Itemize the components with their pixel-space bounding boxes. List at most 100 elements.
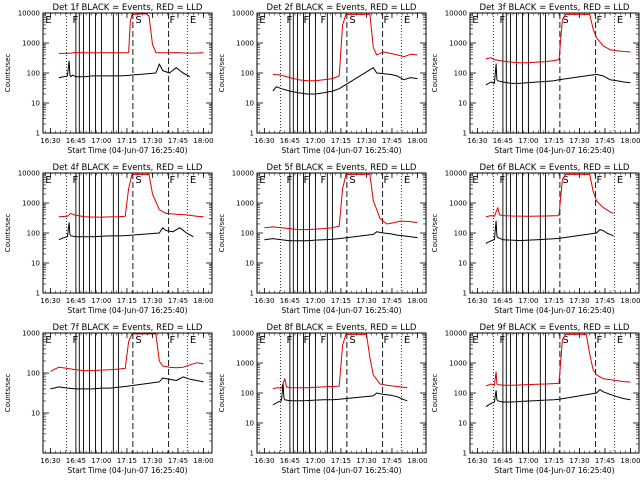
y-tick-label: 1	[463, 450, 467, 458]
y-tick-label: 10000	[232, 10, 254, 18]
region-label: S	[135, 335, 141, 346]
plot-frame	[256, 172, 427, 294]
lld-series-line	[485, 173, 614, 218]
x-tick-label: 17:00	[305, 297, 325, 305]
y-axis-label: Counts/sec	[4, 54, 12, 93]
x-tick-label: 17:45	[168, 137, 188, 145]
x-axis-label: Start Time (04-Jun-07 16:25:40)	[282, 146, 402, 155]
events-series-line	[485, 220, 614, 244]
y-axis-label: Counts/sec	[218, 374, 226, 413]
region-label: S	[562, 15, 568, 26]
region-label: F	[499, 15, 505, 26]
region-label: E	[259, 335, 265, 346]
y-axis-label: Counts/sec	[4, 374, 12, 413]
lld-series-line	[485, 333, 631, 387]
y-tick-label: 1000	[236, 360, 254, 368]
lld-series-line	[272, 333, 408, 390]
region-label: E	[404, 175, 410, 186]
y-tick-label: 10000	[232, 170, 254, 178]
plot-frame	[42, 12, 213, 134]
lld-series-line	[264, 173, 418, 231]
x-axis-label: Start Time (04-Jun-07 16:25:40)	[282, 306, 402, 315]
y-axis-label: Counts/sec	[431, 214, 439, 253]
y-tick-label: 1	[463, 290, 467, 298]
region-label: E	[617, 15, 623, 26]
y-tick-label: 1	[250, 130, 254, 138]
region-label: F	[169, 175, 175, 186]
x-tick-label: 18:00	[407, 457, 427, 465]
x-tick-label: 17:00	[518, 457, 538, 465]
plot-frame	[42, 332, 213, 454]
x-tick-label: 17:15	[117, 137, 137, 145]
region-label: E	[259, 15, 265, 26]
x-tick-label: 17:00	[91, 137, 111, 145]
y-tick-label: 10000	[445, 170, 467, 178]
x-tick-label: 17:30	[142, 297, 162, 305]
y-tick-label: 1000	[449, 200, 467, 208]
x-tick-label: 17:45	[382, 457, 402, 465]
region-label: F	[286, 335, 292, 346]
x-tick-label: 17:15	[544, 297, 564, 305]
y-tick-label: 1000	[236, 200, 254, 208]
events-series-line	[58, 60, 191, 79]
panel-title: Det 4f BLACK = Events, RED = LLD	[53, 163, 203, 173]
y-tick-label: 10	[31, 410, 40, 418]
x-tick-label: 17:15	[544, 457, 564, 465]
y-axis-label: Counts/sec	[4, 214, 12, 253]
x-tick-label: 17:30	[142, 137, 162, 145]
lld-series-line	[58, 13, 204, 54]
x-tick-label: 17:30	[142, 457, 162, 465]
x-tick-label: 17:45	[595, 137, 615, 145]
region-label: E	[617, 335, 623, 346]
x-tick-label: 16:30	[467, 297, 487, 305]
region-label: S	[562, 175, 568, 186]
x-tick-label: 16:30	[40, 137, 60, 145]
y-tick-label: 100	[27, 230, 40, 238]
x-tick-label: 16:30	[254, 297, 274, 305]
chart-panel: Det 9f BLACK = Events, RED = LLD Counts/s…	[431, 323, 640, 475]
x-tick-label: 17:45	[595, 457, 615, 465]
region-label: E	[472, 175, 478, 186]
y-tick-label: 10	[458, 100, 467, 108]
x-axis-label: Start Time (04-Jun-07 16:25:40)	[495, 466, 615, 475]
x-tick-label: 16:30	[467, 457, 487, 465]
region-label: E	[617, 175, 623, 186]
x-tick-label: 16:45	[493, 137, 513, 145]
chart-panel: Det 4f BLACK = Events, RED = LLD Counts/s…	[4, 163, 214, 315]
chart-panel: Det 3f BLACK = Events, RED = LLD Counts/s…	[431, 3, 640, 155]
chart-panel: Det 2f BLACK = Events, RED = LLD Counts/s…	[218, 3, 428, 155]
x-tick-label: 16:45	[66, 297, 86, 305]
x-tick-label: 17:15	[117, 297, 137, 305]
region-label: E	[259, 175, 265, 186]
region-label: F	[499, 175, 505, 186]
x-tick-label: 18:00	[620, 137, 640, 145]
y-tick-label: 10	[31, 100, 40, 108]
region-label: E	[404, 335, 410, 346]
region-label: F	[169, 335, 175, 346]
lld-series-line	[58, 173, 204, 218]
y-tick-label: 10	[458, 420, 467, 428]
x-tick-label: 17:30	[356, 457, 376, 465]
x-tick-label: 17:45	[382, 297, 402, 305]
y-axis-label: Counts/sec	[431, 374, 439, 413]
y-tick-label: 1000	[22, 330, 40, 338]
x-tick-label: 17:30	[569, 137, 589, 145]
x-tick-label: 18:00	[407, 137, 427, 145]
region-label: E	[472, 335, 478, 346]
x-tick-label: 16:45	[493, 297, 513, 305]
x-tick-label: 18:00	[193, 457, 213, 465]
chart-panel: Det 6f BLACK = Events, RED = LLD Counts/s…	[431, 163, 640, 315]
region-label: F	[303, 335, 309, 346]
region-label: F	[383, 335, 389, 346]
x-tick-label: 17:30	[356, 137, 376, 145]
x-axis-label: Start Time (04-Jun-07 16:25:40)	[68, 146, 188, 155]
x-tick-label: 18:00	[620, 457, 640, 465]
y-tick-label: 1000	[449, 360, 467, 368]
region-label: F	[321, 175, 327, 186]
events-series-line	[272, 67, 418, 95]
x-tick-label: 17:00	[305, 137, 325, 145]
y-tick-label: 100	[241, 230, 254, 238]
panel-title: Det 8f BLACK = Events, RED = LLD	[267, 323, 417, 333]
x-tick-label: 17:15	[117, 457, 137, 465]
